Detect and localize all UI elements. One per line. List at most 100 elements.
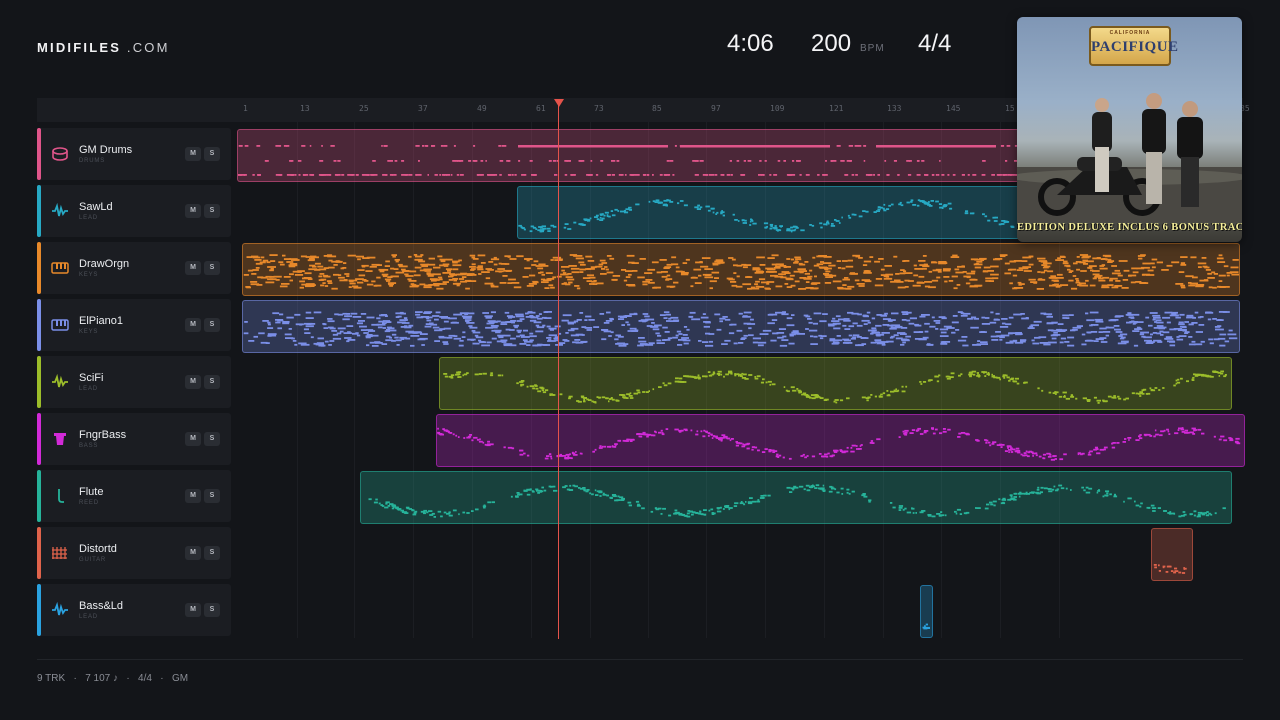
midi-note [981, 258, 986, 260]
midi-note [700, 430, 703, 433]
midi-note [548, 339, 552, 341]
midi-note [1104, 494, 1109, 497]
midi-note [638, 337, 645, 339]
midi-note [570, 174, 574, 176]
midi-note [1190, 282, 1198, 285]
mute-button[interactable]: M [185, 375, 201, 389]
midi-note [761, 281, 769, 284]
midi-note [770, 274, 778, 277]
midi-note [385, 174, 388, 176]
midi-note [685, 429, 688, 432]
midi-note [390, 275, 399, 278]
playhead-marker-icon[interactable] [554, 99, 564, 107]
solo-button[interactable]: S [204, 261, 220, 275]
solo-button[interactable]: S [204, 546, 220, 560]
solo-button[interactable]: S [204, 375, 220, 389]
midi-note [716, 510, 722, 513]
track-row-sawld[interactable]: SawLd LEAD M S [37, 185, 231, 237]
midi-region[interactable] [439, 357, 1232, 410]
midi-note [1009, 494, 1013, 497]
midi-note [959, 513, 963, 515]
midi-note [1052, 455, 1057, 457]
midi-note [397, 315, 402, 318]
midi-note [543, 311, 549, 313]
mute-button[interactable]: M [185, 489, 201, 503]
midi-note [669, 160, 674, 162]
solo-button[interactable]: S [204, 147, 220, 161]
mute-button[interactable]: M [185, 204, 201, 218]
mute-button[interactable]: M [185, 432, 201, 446]
track-row-fngrbass[interactable]: FngrBass BASS M S [37, 413, 231, 465]
midi-note [762, 174, 765, 176]
midi-region[interactable] [920, 585, 933, 638]
midi-note [842, 324, 847, 327]
midi-note [1183, 568, 1186, 570]
solo-button[interactable]: S [204, 489, 220, 503]
midi-region[interactable] [237, 129, 1039, 182]
track-row-gm-drums[interactable]: GM Drums DRUMS M S [37, 128, 231, 180]
midi-note [1052, 284, 1057, 286]
mute-button[interactable]: M [185, 603, 201, 617]
midi-note [1099, 337, 1107, 339]
mute-button[interactable]: M [185, 147, 201, 161]
midi-note [710, 508, 714, 511]
midi-note [722, 436, 726, 439]
midi-note [1041, 264, 1048, 266]
midi-note [1138, 435, 1141, 438]
midi-note [1067, 336, 1075, 339]
midi-note [331, 260, 340, 263]
track-row-draworgn[interactable]: DrawOrgn KEYS M S [37, 242, 231, 294]
midi-region[interactable] [436, 414, 1245, 467]
midi-note [397, 321, 406, 324]
midi-note [378, 268, 386, 271]
playhead[interactable] [558, 100, 559, 639]
midi-note [583, 488, 586, 491]
midi-note [792, 488, 795, 491]
midi-note [596, 396, 599, 398]
midi-region[interactable] [242, 300, 1240, 353]
track-row-bass-ld[interactable]: Bass&Ld LEAD M S [37, 584, 231, 636]
track-row-distortd[interactable]: Distortd GUITAR M S [37, 527, 231, 579]
midi-note [580, 263, 586, 266]
midi-note [520, 384, 523, 387]
midi-region[interactable] [360, 471, 1232, 524]
midi-note [637, 433, 642, 435]
midi-note [269, 254, 278, 256]
midi-note [544, 287, 550, 289]
midi-note [708, 432, 711, 435]
midi-note [379, 270, 385, 273]
solo-button[interactable]: S [204, 603, 220, 617]
midi-note [575, 341, 584, 344]
midi-note [1154, 429, 1157, 432]
midi-note [906, 160, 910, 162]
track-row-elpiano1[interactable]: ElPiano1 KEYS M S [37, 299, 231, 351]
midi-note [846, 397, 850, 400]
solo-button[interactable]: S [204, 318, 220, 332]
midi-note [450, 374, 455, 377]
midi-note [782, 312, 786, 315]
midi-note [387, 276, 393, 278]
midi-note [288, 174, 292, 176]
midi-region[interactable] [242, 243, 1240, 296]
midi-note [991, 443, 995, 445]
track-row-flute[interactable]: Flute REED M S [37, 470, 231, 522]
midi-region[interactable] [1151, 528, 1193, 581]
mute-button[interactable]: M [185, 261, 201, 275]
midi-note [871, 317, 876, 320]
midi-note [724, 505, 727, 508]
midi-region[interactable] [517, 186, 1039, 239]
midi-note [698, 340, 702, 342]
mute-button[interactable]: M [185, 318, 201, 332]
track-row-scifi[interactable]: SciFi LEAD M S [37, 356, 231, 408]
midi-note [1003, 377, 1006, 379]
brand-logo[interactable]: MIDIFILES .COM [37, 40, 170, 55]
mute-button[interactable]: M [185, 546, 201, 560]
midi-note [652, 200, 656, 203]
track-color-stripe [37, 185, 41, 237]
midi-note [1195, 284, 1205, 286]
midi-note [344, 337, 352, 339]
solo-button[interactable]: S [204, 204, 220, 218]
midi-note [970, 326, 979, 329]
midi-note [882, 392, 886, 395]
solo-button[interactable]: S [204, 432, 220, 446]
